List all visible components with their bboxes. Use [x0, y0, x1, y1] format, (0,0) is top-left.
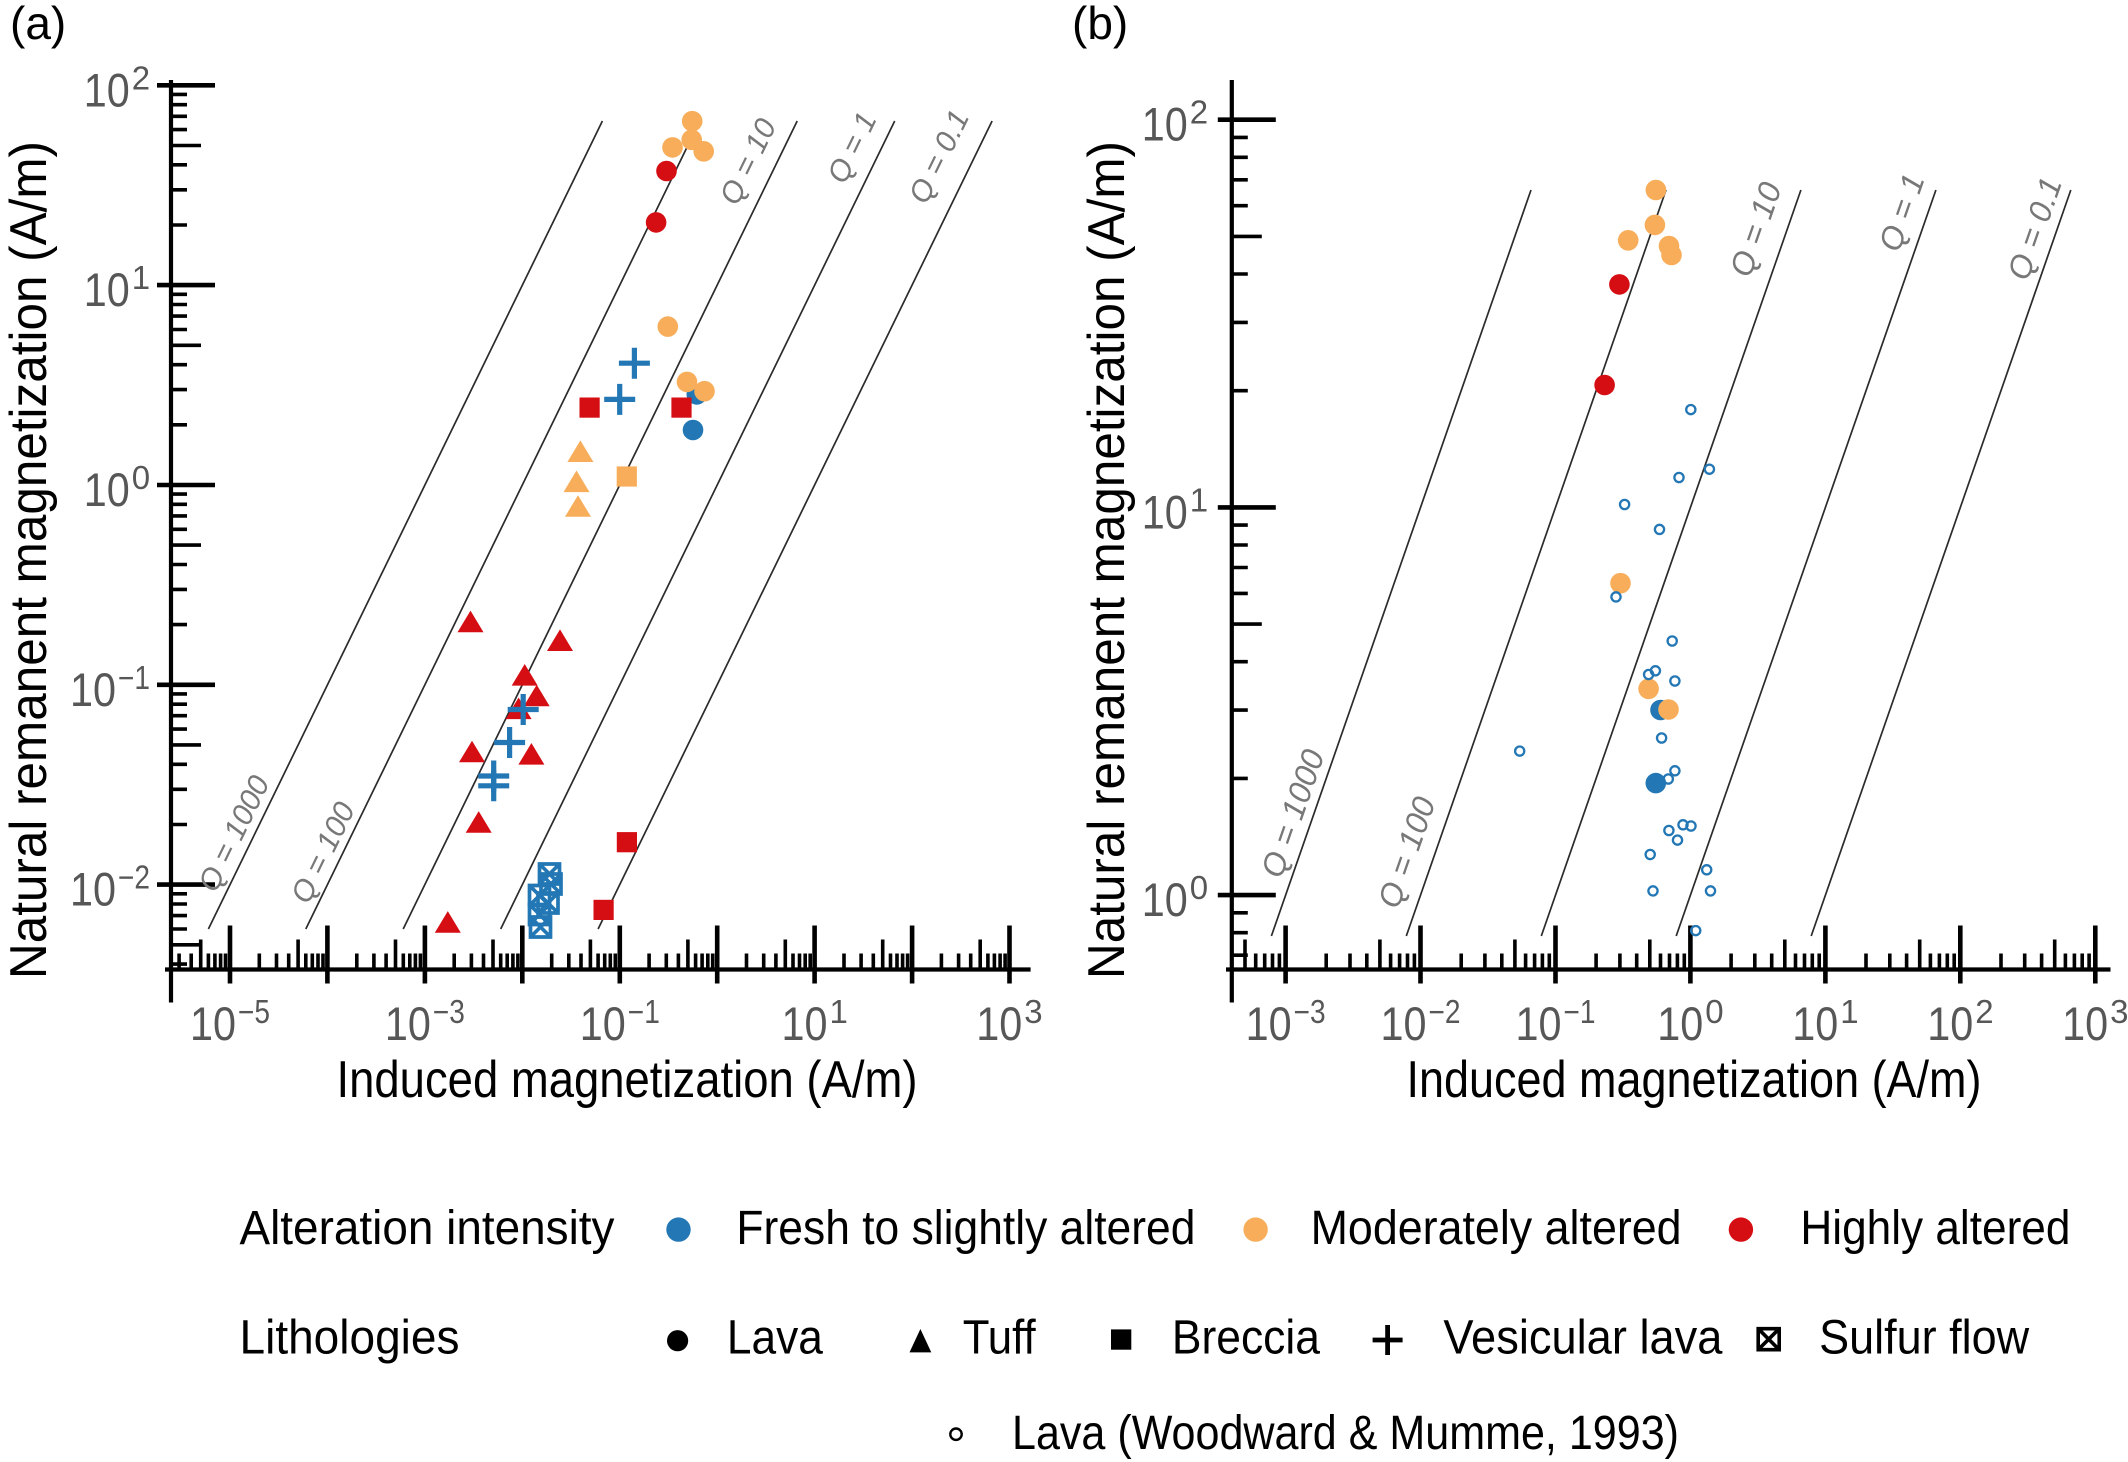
svg-text:−1: −1: [628, 993, 660, 1030]
svg-text:−5: −5: [238, 993, 270, 1030]
svg-text:10: 10: [70, 663, 116, 716]
svg-text:0: 0: [132, 459, 150, 496]
svg-text:2: 2: [1190, 94, 1208, 131]
svg-text:10: 10: [1142, 485, 1188, 538]
svg-text:10: 10: [1246, 997, 1292, 1050]
svg-text:10: 10: [1792, 997, 1838, 1050]
svg-text:10: 10: [1657, 997, 1703, 1050]
svg-text:Induced magnetization (A/m): Induced magnetization (A/m): [1407, 1051, 1982, 1109]
svg-text:10: 10: [84, 463, 130, 516]
svg-text:Alteration intensity: Alteration intensity: [240, 1202, 615, 1255]
svg-text:Vesicular lava: Vesicular lava: [1443, 1312, 1722, 1365]
svg-text:3: 3: [2110, 993, 2128, 1030]
svg-text:Moderately altered: Moderately altered: [1311, 1202, 1682, 1255]
svg-text:1: 1: [1190, 481, 1208, 518]
svg-text:0: 0: [1190, 869, 1208, 906]
svg-text:10: 10: [385, 997, 431, 1050]
svg-text:10: 10: [1381, 997, 1427, 1050]
svg-text:−3: −3: [1294, 993, 1326, 1030]
svg-text:2: 2: [1975, 993, 1993, 1030]
svg-text:10: 10: [1142, 98, 1188, 151]
svg-text:2: 2: [132, 59, 150, 96]
svg-text:Sulfur flow: Sulfur flow: [1819, 1312, 2029, 1365]
svg-text:−1: −1: [118, 659, 150, 696]
svg-text:Lava (Woodward & Mumme, 1993): Lava (Woodward & Mumme, 1993): [1012, 1407, 1679, 1460]
svg-text:Induced magnetization (A/m): Induced magnetization (A/m): [337, 1051, 918, 1109]
svg-text:Tuff: Tuff: [963, 1312, 1037, 1365]
svg-text:10: 10: [1927, 997, 1973, 1050]
svg-text:0: 0: [1705, 993, 1723, 1030]
svg-text:10: 10: [84, 63, 130, 116]
svg-text:10: 10: [782, 997, 828, 1050]
svg-text:1: 1: [830, 993, 848, 1030]
svg-text:10: 10: [1516, 997, 1562, 1050]
svg-text:−3: −3: [433, 993, 465, 1030]
svg-text:(a): (a): [10, 0, 66, 49]
svg-text:Fresh to slightly altered: Fresh to slightly altered: [736, 1202, 1195, 1255]
svg-text:−1: −1: [1564, 993, 1596, 1030]
svg-text:10: 10: [2062, 997, 2108, 1050]
svg-text:Highly altered: Highly altered: [1800, 1202, 2070, 1255]
svg-text:Lithologies: Lithologies: [240, 1312, 460, 1365]
svg-text:10: 10: [190, 997, 236, 1050]
svg-text:10: 10: [84, 263, 130, 316]
svg-text:Breccia: Breccia: [1172, 1312, 1320, 1365]
svg-text:1: 1: [132, 259, 150, 296]
svg-text:−2: −2: [1429, 993, 1461, 1030]
svg-text:10: 10: [70, 863, 116, 916]
svg-text:−2: −2: [118, 859, 150, 896]
svg-text:Natural remanent magnetization: Natural remanent magnetization (A/m): [1078, 141, 1136, 979]
svg-text:Natural remanent magnetization: Natural remanent magnetization (A/m): [0, 141, 58, 979]
svg-text:3: 3: [1024, 993, 1042, 1030]
svg-text:10: 10: [580, 997, 626, 1050]
svg-text:10: 10: [976, 997, 1022, 1050]
svg-text:Lava: Lava: [727, 1312, 823, 1365]
svg-text:10: 10: [1142, 873, 1188, 926]
svg-text:(b): (b): [1072, 0, 1128, 49]
svg-text:1: 1: [1840, 993, 1858, 1030]
